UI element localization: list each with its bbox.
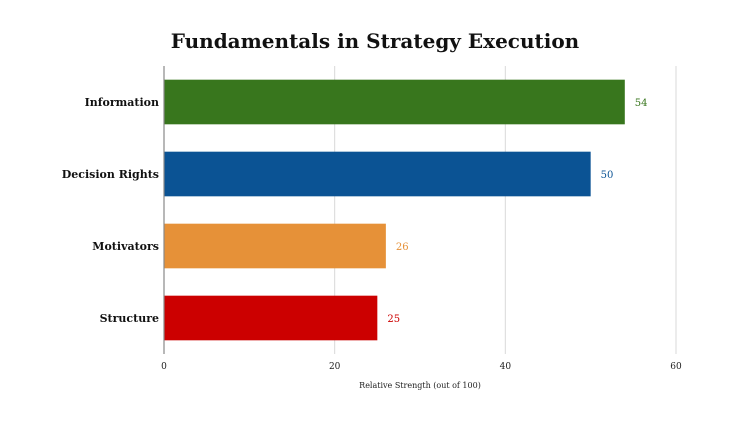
- category-labels: Information Decision Rights Motivators Stru…: [62, 96, 159, 325]
- x-tick-labels: 0 20 40 60: [161, 362, 682, 372]
- x-tick-label: 20: [329, 362, 341, 372]
- category-label: Information: [85, 96, 159, 109]
- bar-decision-rights: [164, 151, 591, 197]
- bar-information: [164, 79, 625, 125]
- x-tick-label: 0: [161, 362, 167, 372]
- category-label: Structure: [100, 312, 159, 325]
- value-labels: 54 50 26 25: [387, 98, 647, 325]
- chart-title: Fundamentals in Strategy Execution: [171, 29, 580, 53]
- bars: [164, 79, 625, 341]
- value-label: 50: [601, 170, 614, 181]
- bar-structure: [164, 295, 378, 341]
- category-label: Motivators: [92, 240, 159, 253]
- x-tick-label: 60: [670, 362, 682, 372]
- x-axis-title: Relative Strength (out of 100): [359, 381, 481, 390]
- bar-motivators: [164, 223, 386, 269]
- x-tick-label: 40: [500, 362, 512, 372]
- value-label: 54: [635, 98, 648, 109]
- value-label: 25: [387, 314, 400, 325]
- category-label: Decision Rights: [62, 168, 159, 181]
- value-label: 26: [396, 242, 409, 253]
